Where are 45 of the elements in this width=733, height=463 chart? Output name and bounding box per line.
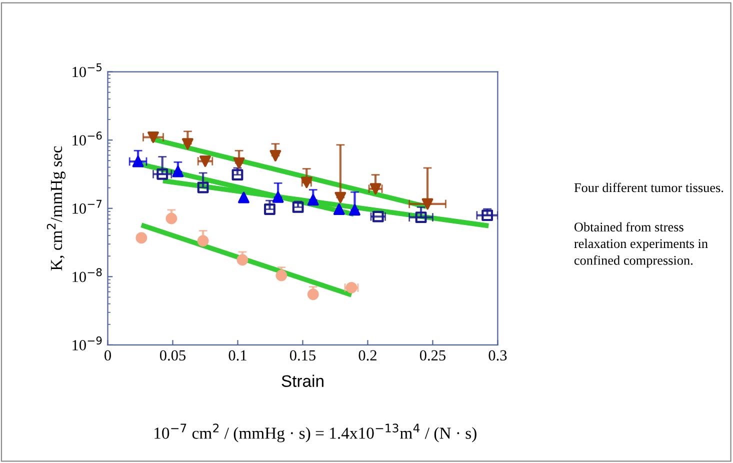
point bbox=[422, 198, 434, 210]
point bbox=[172, 166, 184, 178]
point bbox=[148, 132, 159, 143]
point bbox=[276, 270, 288, 282]
text: Obtained from stress relaxation experiments in confined compression. bbox=[574, 222, 708, 268]
point bbox=[333, 204, 345, 215]
point bbox=[270, 150, 282, 162]
point bbox=[292, 201, 304, 213]
point bbox=[272, 191, 284, 203]
point bbox=[334, 192, 346, 204]
point bbox=[307, 288, 319, 300]
point bbox=[264, 204, 276, 215]
y-tick-label: 10$^{−9}$ bbox=[72, 336, 102, 350]
point bbox=[232, 169, 244, 180]
x-tick-label: 0.3 bbox=[488, 350, 507, 361]
x-tick-label: 0.15 bbox=[290, 350, 316, 361]
point bbox=[415, 212, 427, 223]
point bbox=[236, 254, 248, 266]
x-tick-label: 0.05 bbox=[160, 350, 186, 361]
point bbox=[197, 182, 209, 194]
point bbox=[197, 235, 209, 247]
y-tick-label: 10$^{−6}$ bbox=[72, 132, 102, 146]
y-tick-label: 10$^{−5}$ bbox=[72, 63, 102, 78]
text: 10$^{−7}$ cm$^{2}$ / (mmHg · s) = 1.4x10$^{−13}$m$^{4}$ / (N · s) bbox=[154, 424, 476, 442]
point bbox=[200, 156, 211, 167]
point bbox=[156, 168, 168, 180]
y-tick-label: 10$^{−8}$ bbox=[72, 268, 102, 282]
point bbox=[349, 204, 360, 216]
point bbox=[307, 194, 319, 206]
x-tick-label: 0.1 bbox=[228, 350, 246, 361]
x-axis-title: Strain bbox=[282, 374, 324, 388]
x-tick-label: 0 bbox=[104, 350, 111, 361]
point bbox=[482, 210, 494, 222]
x-tick-label: 0.2 bbox=[358, 350, 376, 361]
point bbox=[166, 212, 178, 224]
y-axis-title: K, cm$^{2}$/mmHg sec bbox=[46, 146, 66, 270]
y-tick-label: 10$^{−7}$ bbox=[72, 200, 102, 214]
point bbox=[233, 157, 245, 169]
x-tick-label: 0.25 bbox=[420, 350, 446, 361]
text: Four different tumor tissues. bbox=[574, 182, 724, 192]
point bbox=[132, 156, 144, 168]
point bbox=[182, 138, 194, 150]
point bbox=[136, 232, 148, 244]
point bbox=[372, 210, 384, 222]
point bbox=[238, 192, 250, 204]
